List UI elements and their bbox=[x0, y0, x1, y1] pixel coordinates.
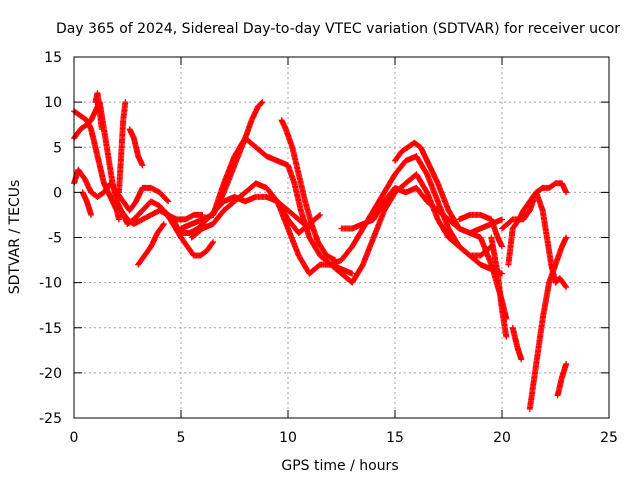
x-tick-label: 15 bbox=[386, 430, 404, 446]
series-track-24 bbox=[526, 234, 570, 412]
y-tick-label: -20 bbox=[39, 366, 62, 382]
plus-markers bbox=[526, 234, 570, 412]
plus-markers bbox=[278, 117, 339, 264]
plus-markers bbox=[79, 189, 95, 218]
series-track-25 bbox=[554, 360, 570, 399]
series-track-20 bbox=[488, 234, 510, 340]
chart-title: Day 365 of 2024, Sidereal Day-to-day VTE… bbox=[56, 21, 620, 37]
plus-markers bbox=[456, 211, 505, 250]
series-track-22 bbox=[509, 324, 525, 363]
x-tick-label: 20 bbox=[493, 430, 511, 446]
y-tick-label: 10 bbox=[44, 95, 62, 111]
y-tick-label: -5 bbox=[48, 231, 62, 247]
series-track-5 bbox=[92, 90, 105, 133]
plus-markers bbox=[554, 360, 570, 399]
plus-markers bbox=[199, 135, 356, 277]
y-axis: -25 -20 -15 -10 -5 0 5 10 15 bbox=[39, 50, 609, 427]
plus-markers bbox=[499, 189, 570, 291]
series-track-6 bbox=[115, 99, 129, 196]
y-tick-label: 5 bbox=[53, 140, 62, 156]
y-tick-label: -15 bbox=[39, 321, 62, 337]
data-points bbox=[71, 90, 570, 412]
plus-markers bbox=[115, 99, 129, 196]
x-axis-label: GPS time / hours bbox=[281, 458, 398, 474]
x-axis: 0 5 10 15 20 25 bbox=[70, 57, 618, 446]
plus-markers bbox=[509, 324, 525, 363]
series-track-19 bbox=[456, 211, 505, 250]
series-track-2 bbox=[71, 108, 122, 223]
series-track-4 bbox=[79, 189, 95, 218]
plus-markers bbox=[488, 234, 510, 340]
series-track-12 bbox=[199, 135, 356, 277]
plus-markers bbox=[126, 126, 146, 169]
y-tick-label: -25 bbox=[39, 411, 62, 427]
y-tick-label: 0 bbox=[53, 185, 62, 201]
plus-markers bbox=[71, 108, 122, 223]
series-track-9 bbox=[135, 220, 167, 268]
grid-lines bbox=[74, 57, 609, 418]
plus-markers bbox=[92, 90, 105, 133]
series-track-23 bbox=[499, 189, 570, 291]
y-tick-label: 15 bbox=[44, 50, 62, 66]
x-tick-label: 25 bbox=[600, 430, 618, 446]
x-tick-label: 5 bbox=[177, 430, 186, 446]
y-axis-label: SDTVAR / TECUs bbox=[7, 180, 23, 295]
series-track-14 bbox=[278, 117, 339, 264]
x-tick-label: 0 bbox=[70, 430, 79, 446]
y-tick-label: -10 bbox=[39, 276, 62, 292]
x-tick-label: 10 bbox=[279, 430, 297, 446]
plus-markers bbox=[135, 220, 167, 268]
series-track-7 bbox=[126, 126, 146, 169]
